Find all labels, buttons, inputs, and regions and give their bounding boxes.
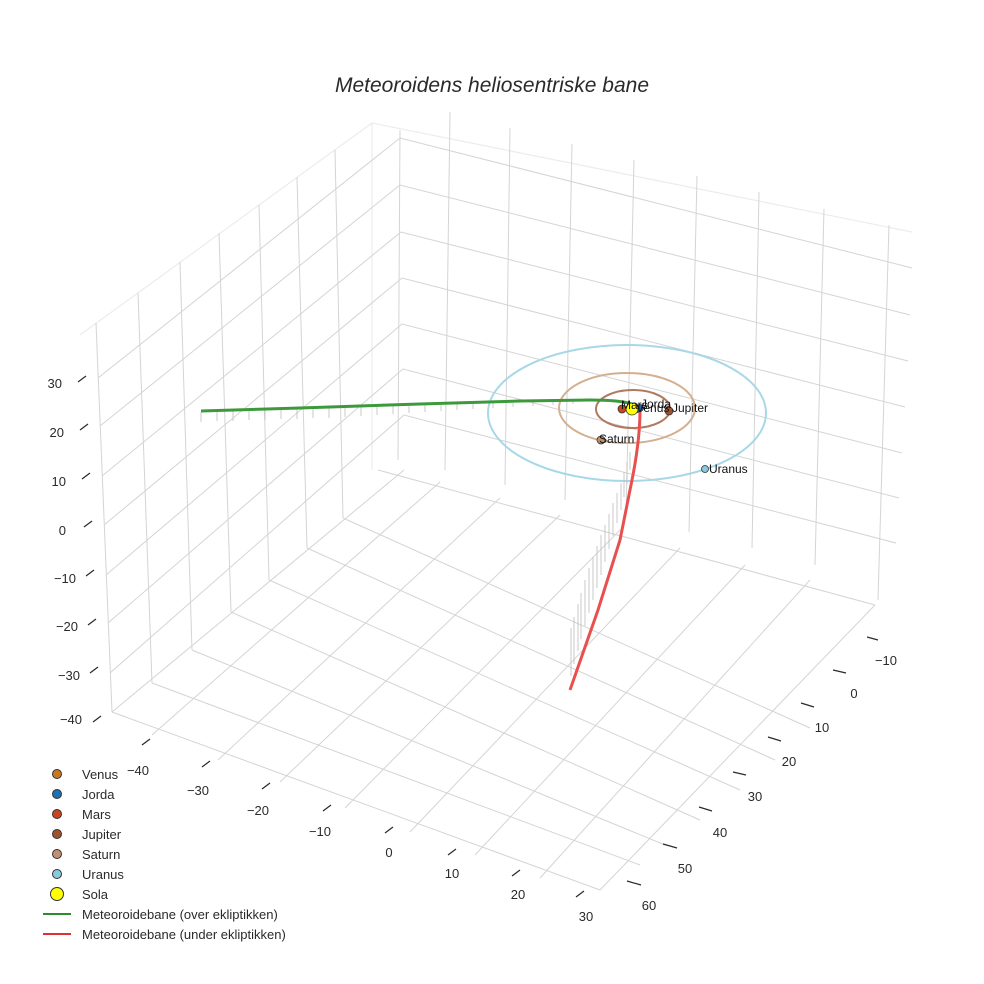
- right-wall-grid: [397, 111, 890, 601]
- svg-text:50: 50: [678, 861, 692, 876]
- legend-item-saturn[interactable]: Saturn: [36, 844, 286, 864]
- green-trajectory[interactable]: [200, 398, 633, 413]
- svg-text:Uranus: Uranus: [709, 462, 748, 476]
- svg-text:Venus: Venus: [636, 401, 669, 415]
- floor-grid: [111, 469, 876, 891]
- svg-text:−10: −10: [875, 653, 897, 668]
- svg-text:0: 0: [850, 686, 857, 701]
- svg-text:20: 20: [511, 887, 525, 902]
- sola-legend-icon: [50, 887, 64, 901]
- x-axis: −40 −30 −20 −10 0 10 20 30: [127, 738, 593, 924]
- venus-legend-icon: [52, 769, 62, 779]
- left-wall-grid: [95, 137, 913, 713]
- jupiter-marker: [664, 406, 674, 416]
- svg-text:Saturn: Saturn: [599, 432, 634, 446]
- svg-text:20: 20: [50, 425, 64, 440]
- legend: Venus Jorda Mars Jupiter Saturn Uranus S…: [36, 764, 286, 944]
- svg-text:0: 0: [59, 523, 66, 538]
- svg-text:10: 10: [445, 866, 459, 881]
- planet-labels: Mars Venus Jorda Jupiter Saturn Uranus: [599, 397, 748, 476]
- uranus-legend-icon: [52, 869, 62, 879]
- red-line-legend-icon: [43, 933, 71, 935]
- svg-text:30: 30: [579, 909, 593, 924]
- svg-text:−20: −20: [247, 803, 269, 818]
- saturn-orbit: [558, 372, 696, 444]
- y-axis: −10 0 10 20 30 40 50 60: [626, 636, 897, 913]
- svg-text:−30: −30: [187, 783, 209, 798]
- mars-legend-icon: [52, 809, 62, 819]
- svg-text:0: 0: [385, 845, 392, 860]
- svg-text:40: 40: [713, 825, 727, 840]
- legend-item-jupiter[interactable]: Jupiter: [36, 824, 286, 844]
- chart-title: Meteoroidens heliosentriske bane: [334, 74, 650, 97]
- sola-marker: [625, 402, 639, 416]
- svg-text:30: 30: [48, 376, 62, 391]
- green-line-legend-icon: [43, 913, 71, 915]
- svg-text:−20: −20: [56, 619, 78, 634]
- z-axis: 30 20 10 0 −10 −20 −30 −40: [48, 375, 102, 727]
- svg-text:−30: −30: [58, 668, 80, 683]
- svg-text:10: 10: [815, 720, 829, 735]
- svg-text:Jorda: Jorda: [641, 397, 671, 411]
- legend-item-venus[interactable]: Venus: [36, 764, 286, 784]
- svg-text:30: 30: [748, 789, 762, 804]
- red-drop-lines: [570, 452, 631, 676]
- svg-text:10: 10: [52, 474, 66, 489]
- jorda-legend-icon: [52, 789, 62, 799]
- legend-item-jorda[interactable]: Jorda: [36, 784, 286, 804]
- uranus-marker: [701, 465, 709, 473]
- svg-text:20: 20: [782, 754, 796, 769]
- saturn-marker: [596, 435, 606, 445]
- legend-item-uranus[interactable]: Uranus: [36, 864, 286, 884]
- planets[interactable]: [596, 402, 709, 473]
- svg-text:Jupiter: Jupiter: [672, 401, 708, 415]
- svg-text:Mars: Mars: [621, 398, 648, 412]
- svg-text:60: 60: [642, 898, 656, 913]
- legend-item-under-ecliptic[interactable]: Meteoroidebane (under ekliptikken): [36, 924, 286, 944]
- svg-text:−10: −10: [309, 824, 331, 839]
- svg-text:−40: −40: [127, 763, 149, 778]
- saturn-legend-icon: [52, 849, 62, 859]
- green-drop-lines: [200, 401, 574, 422]
- red-trajectory[interactable]: [568, 409, 642, 691]
- svg-text:−10: −10: [54, 571, 76, 586]
- svg-text:−40: −40: [60, 712, 82, 727]
- legend-item-over-ecliptic[interactable]: Meteoroidebane (over ekliptikken): [36, 904, 286, 924]
- jupiter-legend-icon: [52, 829, 62, 839]
- box-edges: [79, 122, 913, 470]
- legend-item-sola[interactable]: Sola: [36, 884, 286, 904]
- legend-item-mars[interactable]: Mars: [36, 804, 286, 824]
